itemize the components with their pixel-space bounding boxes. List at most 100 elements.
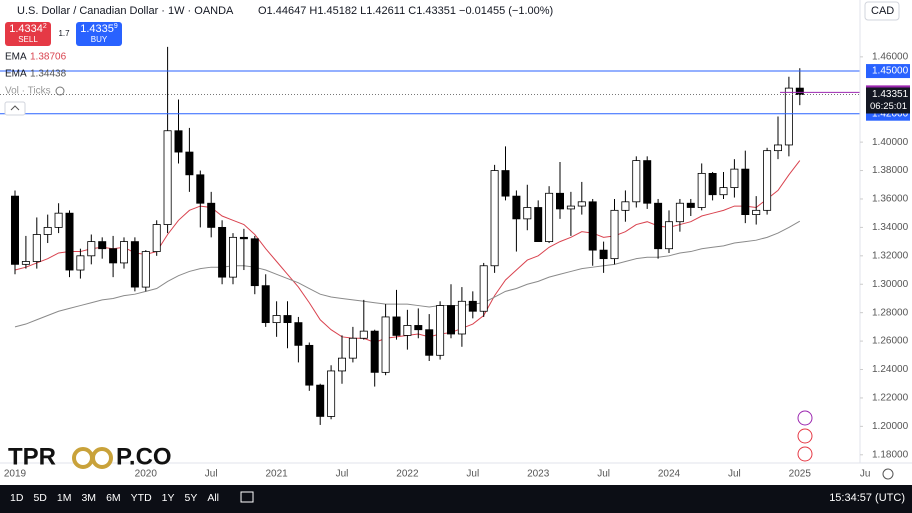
range-button[interactable]: YTD — [131, 492, 152, 504]
candle-body — [392, 316, 401, 336]
x-tick-label: Ju — [860, 469, 871, 480]
y-tick-label: 1.38000 — [872, 165, 909, 176]
candle-body — [414, 325, 423, 331]
x-tick-label: 2023 — [527, 469, 550, 480]
x-tick-label: 2021 — [265, 469, 288, 480]
candle-body — [283, 315, 292, 324]
y-tick-label: 1.30000 — [872, 279, 909, 290]
sell-price-main[interactable]: 1.4334 — [9, 23, 43, 35]
candle-body — [120, 241, 128, 264]
candle-body — [316, 384, 325, 417]
ema-value: 1.38706 — [30, 52, 67, 63]
candle-body — [359, 330, 368, 339]
flag-icon[interactable] — [797, 428, 813, 444]
range-button[interactable]: 1D — [10, 492, 24, 504]
candle-body — [534, 207, 543, 243]
range-button[interactable]: 5Y — [185, 492, 198, 504]
x-tick-label: Jul — [597, 469, 610, 480]
ohlc-values: O1.44647 H1.45182 L1.42611 C1.43351 −0.0… — [258, 5, 553, 17]
sell-button[interactable] — [5, 22, 51, 46]
sell-label[interactable]: SELL — [18, 35, 38, 44]
y-tick-label: 1.20000 — [872, 421, 909, 432]
candle-body — [43, 226, 52, 235]
candle-body — [87, 241, 96, 257]
candle-body — [348, 337, 357, 359]
candle-body — [32, 234, 41, 262]
ema-name: EMA — [5, 52, 27, 63]
range-button[interactable]: 3M — [81, 492, 96, 504]
candle-body — [403, 325, 412, 336]
candle-body — [109, 248, 118, 264]
logo-left: TPR — [8, 443, 56, 470]
hline-label: 1.42000 — [872, 108, 909, 119]
candle-body — [163, 130, 172, 225]
candle-body — [207, 202, 216, 228]
range-button[interactable]: 5D — [33, 492, 47, 504]
last-price-tag — [866, 87, 910, 114]
event-icon[interactable] — [797, 410, 813, 426]
compare-icon[interactable] — [240, 491, 254, 503]
candle-body — [784, 87, 793, 146]
ema-name: EMA — [5, 69, 27, 80]
buy-price[interactable]: 1.43359 — [80, 23, 118, 35]
hline-tag — [866, 64, 910, 79]
x-tick-label: Jul — [336, 469, 349, 480]
collapse-icon — [10, 105, 20, 111]
x-tick-label: 2020 — [135, 469, 158, 480]
sell-price[interactable]: 1.43342 — [9, 23, 47, 35]
sell-pip[interactable]: 2 — [43, 23, 47, 30]
candle-body — [577, 201, 586, 207]
range-button[interactable]: 1M — [57, 492, 72, 504]
candle-body — [54, 212, 63, 228]
collapse-button[interactable] — [4, 101, 26, 116]
candle-body — [239, 236, 248, 240]
candle-body — [436, 305, 445, 356]
y-tick-label: 1.26000 — [872, 336, 909, 347]
y-tick-label: 1.28000 — [872, 307, 909, 318]
candle-body — [65, 212, 74, 271]
x-tick-label: 2025 — [789, 469, 812, 480]
plot-area — [0, 46, 860, 425]
y-tick-label: 1.22000 — [872, 393, 909, 404]
candle-body — [272, 315, 281, 324]
x-tick-label: 2024 — [658, 469, 681, 480]
x-tick-label: Jul — [728, 469, 741, 480]
candle-body — [763, 150, 772, 211]
hline-label: 1.45000 — [872, 66, 909, 77]
range-button[interactable]: All — [207, 492, 219, 504]
candle-body — [545, 192, 554, 243]
y-tick-label: 1.36000 — [872, 194, 909, 205]
x-tick-label: Jul — [466, 469, 479, 480]
candle-body — [490, 170, 499, 267]
hide-icon[interactable] — [55, 86, 65, 96]
range-button[interactable]: 1Y — [162, 492, 175, 504]
candle-body — [632, 160, 641, 203]
y-tick-label: 1.46000 — [872, 51, 909, 62]
candle-body — [294, 322, 303, 346]
candle-body — [370, 330, 379, 373]
candle-body — [610, 209, 619, 260]
range-button[interactable]: 6M — [106, 492, 121, 504]
spread: 1.7 — [58, 29, 70, 38]
last-price-label: 1.43351 — [872, 89, 909, 100]
flag-icon[interactable] — [797, 446, 813, 462]
candle-body — [381, 316, 390, 373]
candle-body — [675, 202, 684, 223]
y-tick-label: 1.34000 — [872, 222, 909, 233]
candle-body — [250, 238, 259, 287]
currency-button[interactable] — [864, 1, 900, 21]
y-tick-label: 1.18000 — [872, 449, 909, 460]
buy-pip[interactable]: 9 — [114, 23, 118, 30]
candle-body — [621, 201, 630, 211]
buy-label[interactable]: BUY — [91, 35, 108, 44]
buy-price-main[interactable]: 1.4335 — [80, 23, 114, 35]
buy-button[interactable] — [76, 22, 122, 46]
candle-body — [98, 241, 107, 250]
candle-body — [599, 249, 608, 260]
currency[interactable]: CAD — [871, 5, 894, 17]
candle-body — [774, 144, 782, 152]
settings-icon[interactable] — [882, 468, 894, 480]
bottom-toolbar — [0, 485, 912, 513]
